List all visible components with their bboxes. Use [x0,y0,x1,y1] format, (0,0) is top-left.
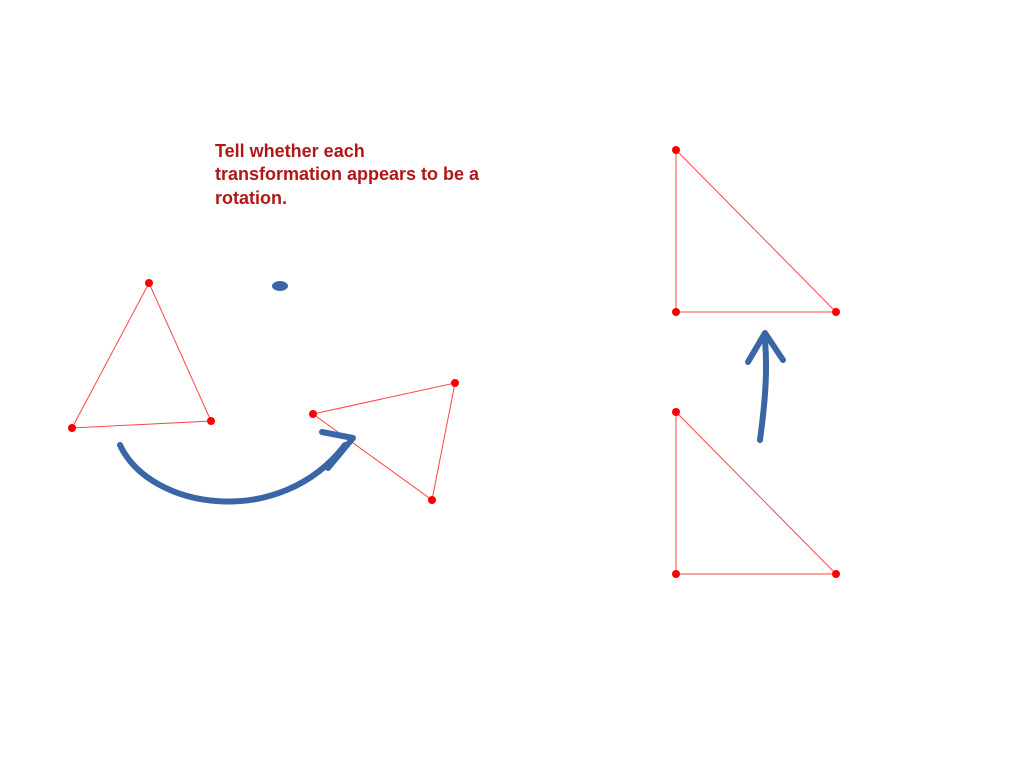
up-arrow-right [748,333,783,440]
vertex-dot [832,570,840,578]
vertex-dot [207,417,215,425]
triangle-left-b-shape [313,383,455,500]
vertex-dot [672,146,680,154]
triangle-right-bottom [676,412,836,574]
vertex-dot [145,279,153,287]
vertex-dot [428,496,436,504]
curved-arrow-body [120,445,345,501]
diagram-canvas [0,0,1024,768]
vertex-dot [832,308,840,316]
triangle-right-top [676,150,836,312]
up-arrow-body [760,340,766,440]
triangle-right-bottom-shape [676,412,836,574]
vertices-layer [68,146,840,578]
triangle-left-a-shape [72,283,211,428]
triangle-left-a [72,283,211,428]
vertex-dot [672,570,680,578]
blue-dot-marker [272,281,288,291]
vertex-dot [672,408,680,416]
vertex-dot [309,410,317,418]
triangle-right-top-shape [676,150,836,312]
vertex-dot [451,379,459,387]
triangle-left-b [313,383,455,500]
vertex-dot [68,424,76,432]
vertex-dot [672,308,680,316]
curved-arrow-left [120,432,353,501]
